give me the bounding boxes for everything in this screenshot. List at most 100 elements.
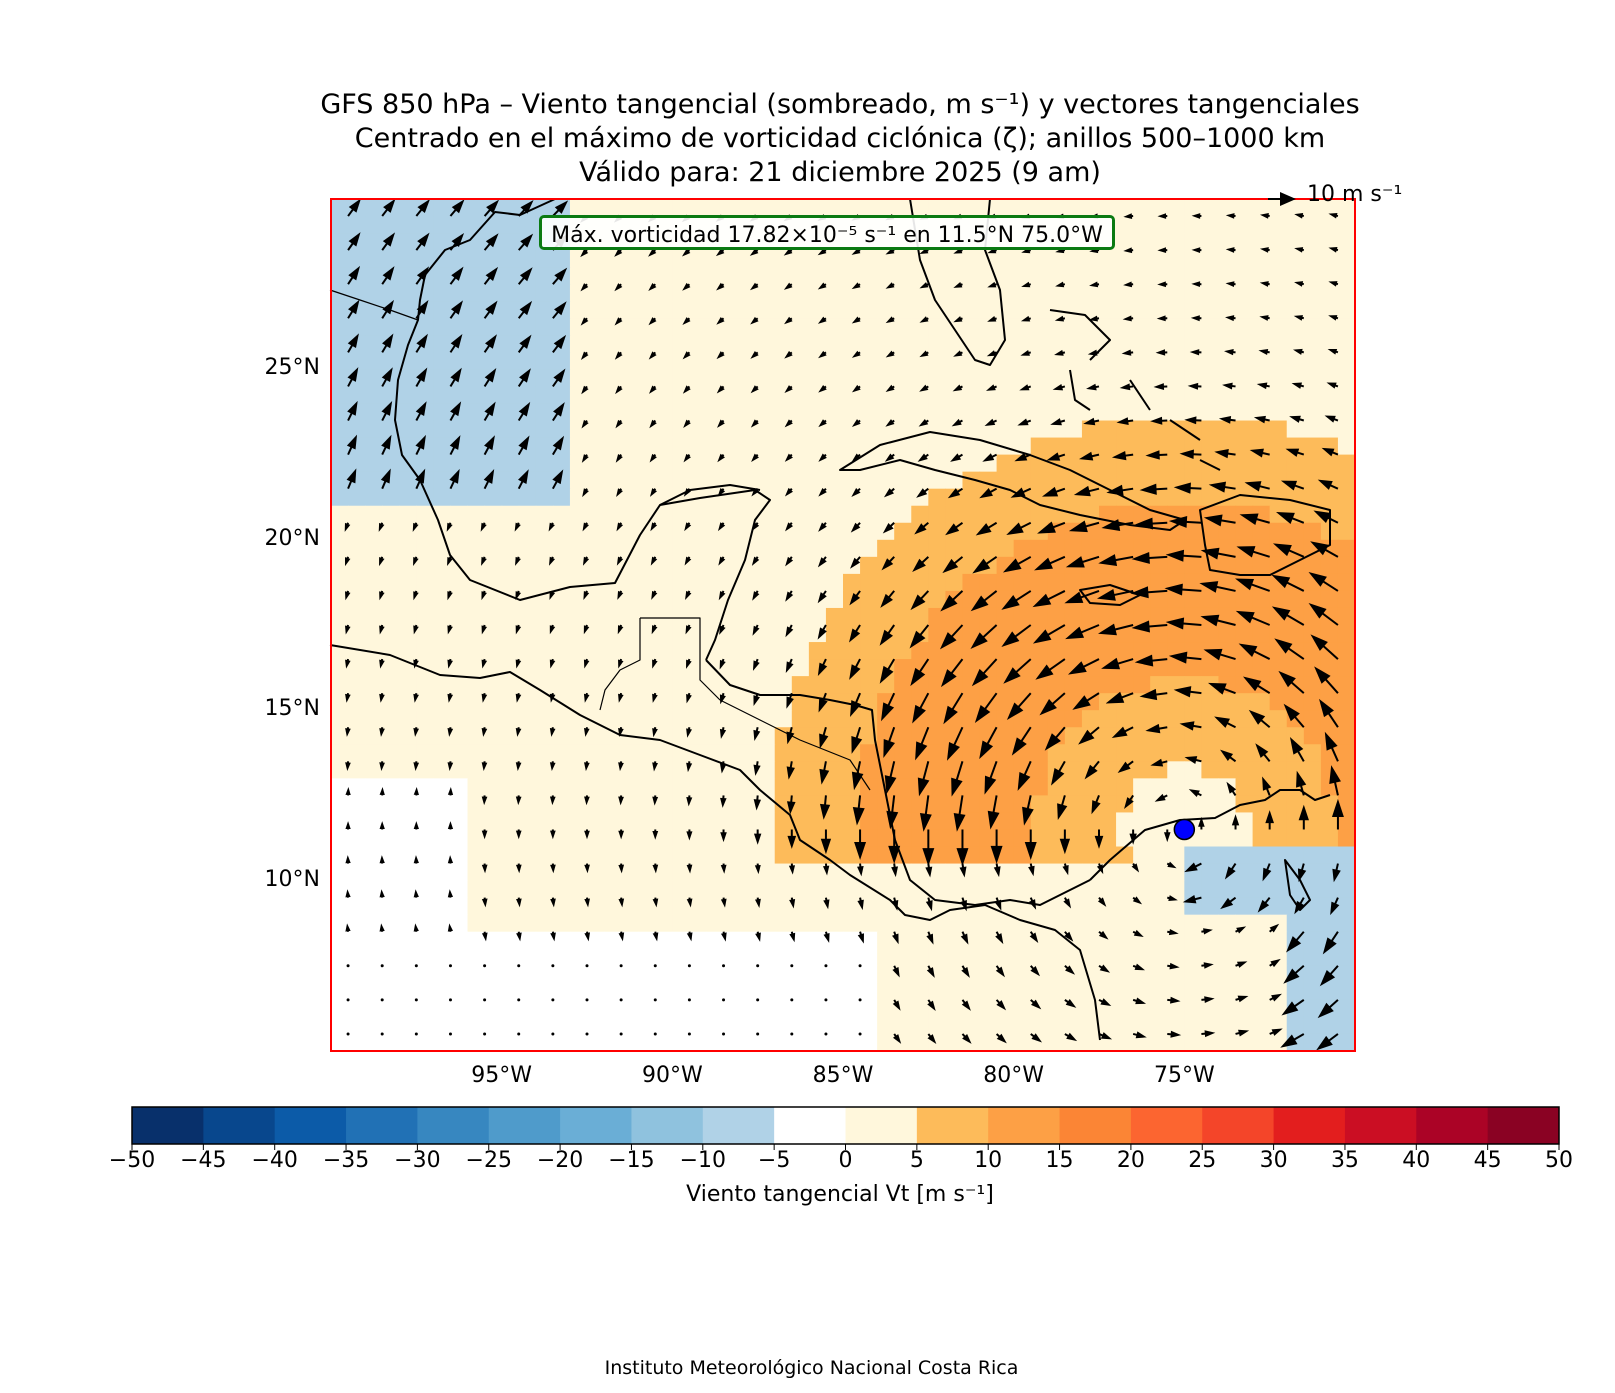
wind-vector bbox=[784, 385, 793, 393]
wind-vector bbox=[892, 965, 900, 978]
wind-vector bbox=[858, 1032, 862, 1036]
field-cell bbox=[450, 897, 469, 916]
wind-vector bbox=[1006, 692, 1032, 720]
field-cell bbox=[365, 778, 383, 796]
field-cell bbox=[689, 1016, 707, 1035]
field-cell bbox=[1133, 318, 1151, 336]
field-cell bbox=[1201, 778, 1219, 796]
wind-vector bbox=[1220, 749, 1237, 763]
field-cell bbox=[1081, 437, 1100, 456]
wind-vector bbox=[1285, 448, 1305, 457]
field-cell bbox=[484, 999, 503, 1018]
field-cell bbox=[1064, 284, 1083, 302]
field-cell bbox=[1218, 1016, 1237, 1035]
wind-vector bbox=[552, 301, 567, 319]
wind-vector bbox=[1184, 756, 1202, 764]
field-cell bbox=[808, 335, 827, 353]
field-cell bbox=[1150, 267, 1168, 285]
field-cell bbox=[450, 693, 469, 711]
field-cell bbox=[655, 590, 673, 609]
wind-vector bbox=[1269, 1028, 1283, 1036]
field-cell bbox=[1081, 982, 1100, 1001]
field-cell bbox=[484, 931, 503, 950]
field-cell bbox=[501, 437, 520, 456]
field-cell bbox=[518, 931, 537, 950]
field-cell bbox=[621, 965, 639, 984]
field-cell bbox=[808, 573, 827, 592]
field-cell bbox=[825, 488, 844, 507]
wind-vector bbox=[1030, 999, 1042, 1010]
field-cell bbox=[467, 488, 486, 507]
field-cell bbox=[1337, 863, 1356, 882]
field-cell bbox=[911, 642, 929, 660]
field-cell bbox=[1337, 880, 1356, 899]
field-cell bbox=[825, 659, 844, 677]
field-cell bbox=[348, 590, 366, 609]
wind-vector bbox=[753, 692, 760, 706]
wind-vector bbox=[1131, 863, 1140, 873]
field-cell bbox=[825, 914, 844, 933]
field-cell bbox=[1201, 352, 1219, 370]
field-cell bbox=[365, 607, 383, 626]
field-cell bbox=[1064, 505, 1083, 524]
wind-vector bbox=[1239, 513, 1270, 525]
wind-vector bbox=[995, 999, 1007, 1011]
field-cell bbox=[1337, 744, 1356, 762]
field-cell bbox=[382, 386, 400, 404]
wind-vector bbox=[1167, 1030, 1182, 1038]
field-cell bbox=[911, 829, 929, 848]
field-cell bbox=[825, 982, 844, 1001]
field-cell bbox=[774, 744, 793, 762]
field-cell bbox=[808, 1033, 827, 1052]
field-cell bbox=[843, 369, 861, 387]
field-cell bbox=[1269, 471, 1288, 490]
wind-vector bbox=[1198, 816, 1205, 830]
field-cell bbox=[706, 1033, 725, 1052]
wind-vector bbox=[683, 453, 691, 463]
field-cell bbox=[348, 607, 366, 626]
field-cell bbox=[1013, 352, 1032, 370]
wind-vector bbox=[652, 761, 658, 772]
wind-vector bbox=[1235, 961, 1248, 968]
field-cell bbox=[655, 335, 673, 353]
wind-vector bbox=[1189, 349, 1202, 356]
field-cell bbox=[655, 539, 673, 558]
wind-vector bbox=[1201, 962, 1214, 969]
wind-vector bbox=[939, 624, 964, 650]
field-cell bbox=[723, 267, 742, 285]
field-cell bbox=[962, 352, 981, 370]
field-cell bbox=[1064, 403, 1083, 422]
field-cell bbox=[467, 999, 486, 1018]
wind-vector bbox=[1220, 896, 1237, 910]
field-cell bbox=[706, 403, 725, 422]
field-cell bbox=[1320, 948, 1339, 967]
field-cell bbox=[774, 914, 793, 933]
field-cell bbox=[791, 607, 810, 626]
field-cell bbox=[860, 846, 878, 865]
field-cell bbox=[552, 914, 571, 933]
field-cell bbox=[1303, 403, 1322, 422]
field-cell bbox=[450, 965, 469, 984]
field-cell bbox=[1167, 335, 1185, 353]
field-cell bbox=[860, 659, 878, 677]
field-cell bbox=[365, 522, 383, 541]
field-cell bbox=[1218, 590, 1237, 609]
field-cell bbox=[467, 386, 486, 404]
field-cell bbox=[535, 318, 554, 336]
field-cell bbox=[604, 1033, 622, 1052]
field-cell bbox=[348, 250, 366, 268]
wind-vector bbox=[548, 522, 555, 532]
field-cell bbox=[1252, 216, 1271, 234]
field-cell bbox=[1167, 982, 1185, 1001]
field-cell bbox=[1269, 693, 1288, 711]
field-cell bbox=[894, 914, 912, 933]
wind-vector bbox=[551, 1032, 555, 1036]
wind-vector bbox=[517, 300, 533, 319]
field-cell bbox=[1201, 403, 1219, 422]
colorbar-segment bbox=[631, 1107, 704, 1144]
wind-vector bbox=[1167, 962, 1180, 970]
field-cell bbox=[979, 1016, 998, 1035]
field-cell bbox=[1337, 437, 1356, 456]
wind-vector bbox=[720, 863, 727, 874]
field-cell bbox=[825, 284, 844, 302]
